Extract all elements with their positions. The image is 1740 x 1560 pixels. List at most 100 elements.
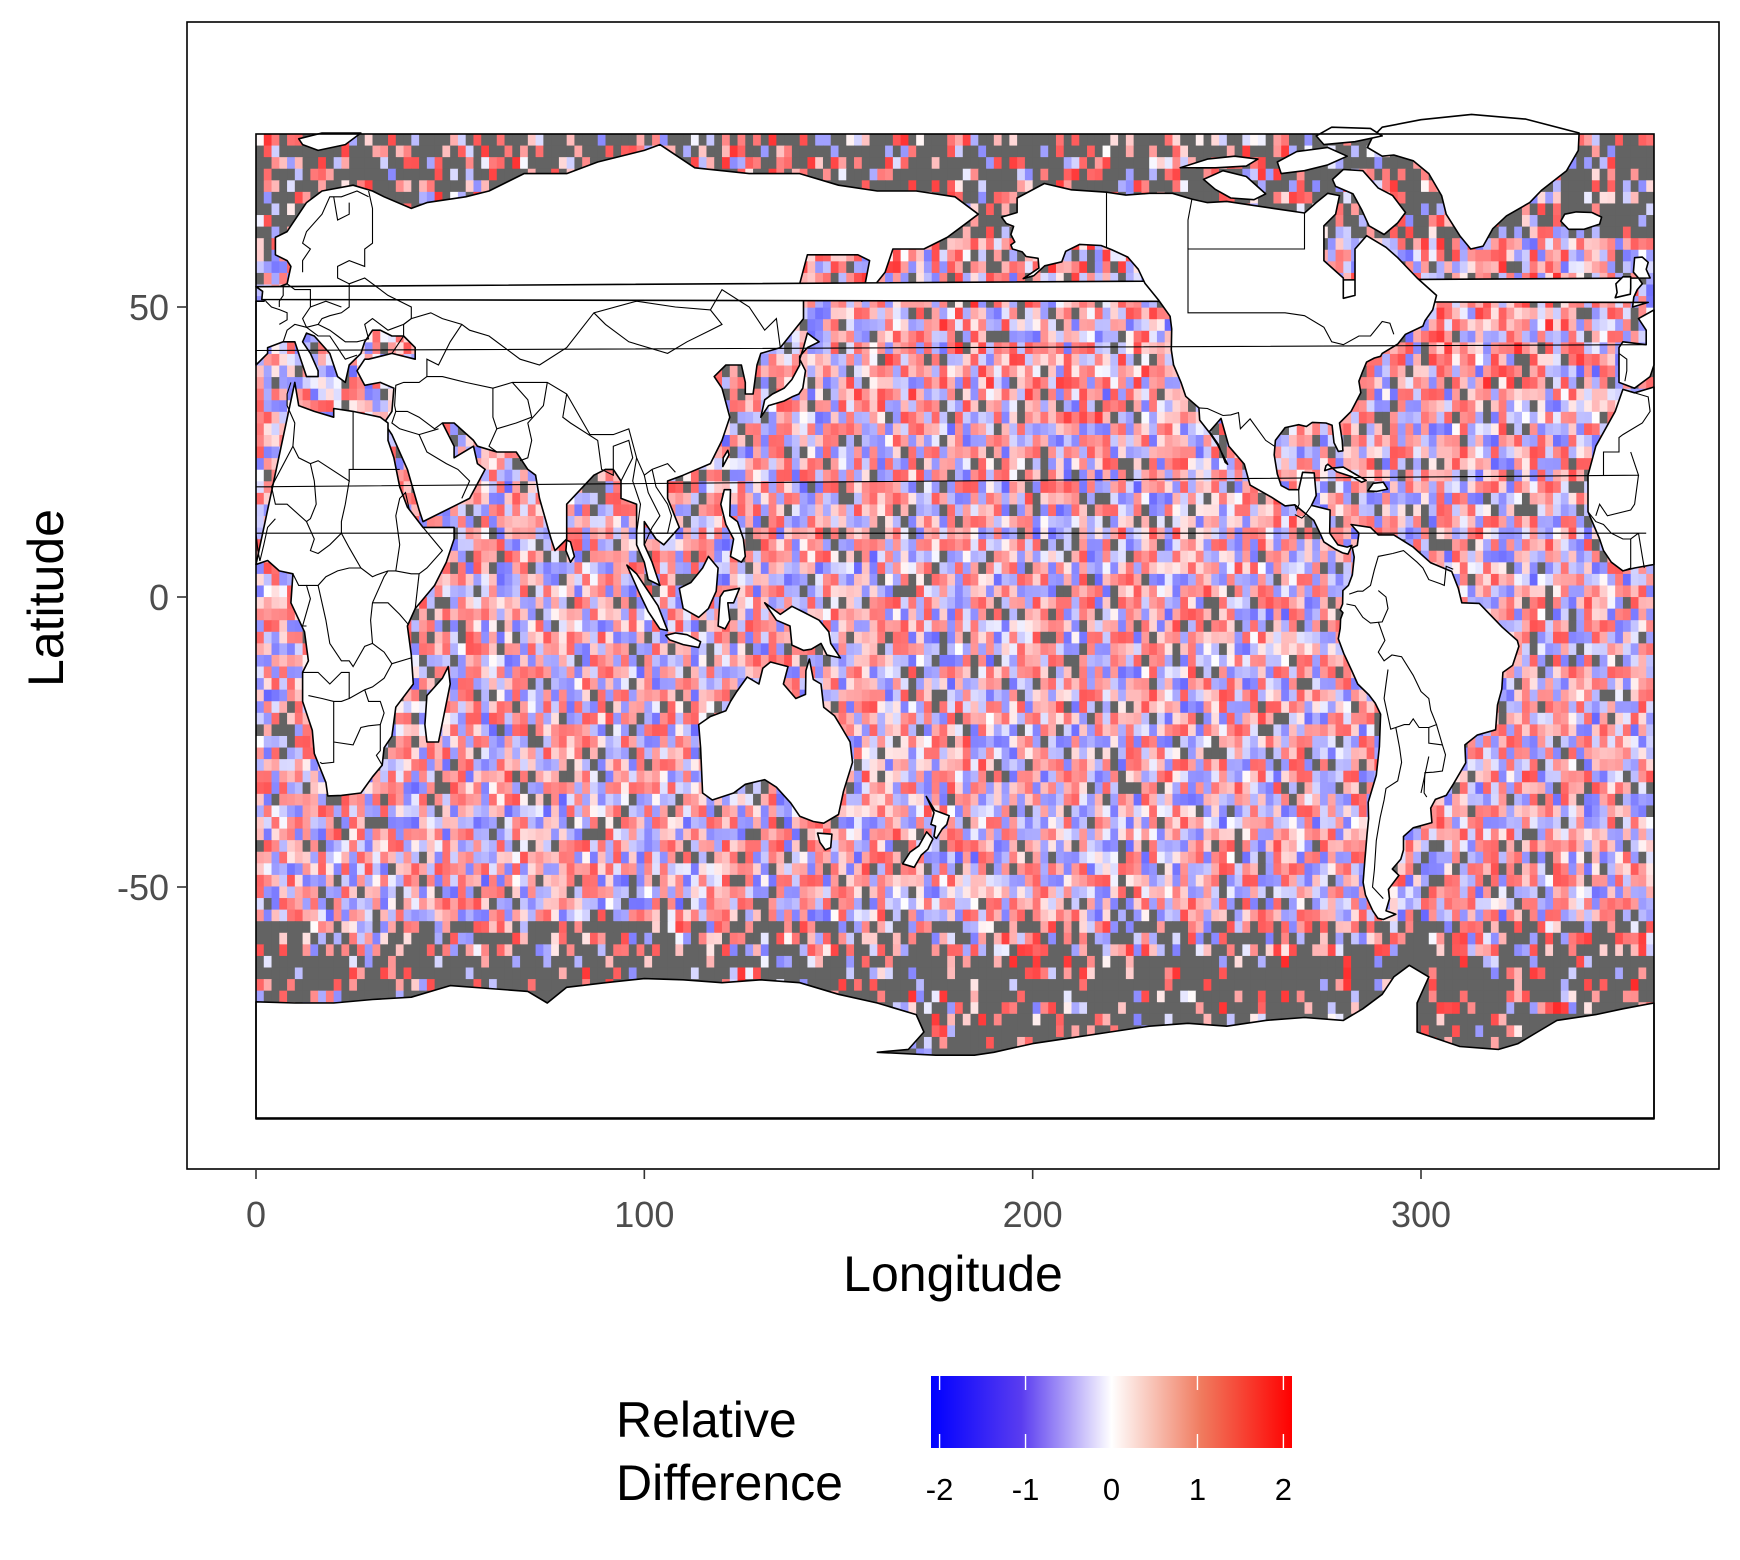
raster-cell bbox=[1195, 434, 1205, 448]
raster-cell bbox=[1615, 307, 1624, 320]
raster-cell bbox=[1568, 330, 1577, 343]
raster-cell bbox=[1599, 342, 1608, 355]
raster-cell bbox=[846, 365, 855, 378]
raster-cell bbox=[885, 446, 894, 459]
raster-cell bbox=[1553, 330, 1562, 343]
raster-cell bbox=[799, 272, 809, 286]
raster-cell bbox=[1032, 168, 1042, 181]
raster-cell bbox=[1529, 423, 1539, 436]
raster-cell bbox=[1102, 411, 1111, 425]
raster-cell bbox=[1576, 145, 1585, 158]
raster-cell bbox=[1040, 353, 1049, 367]
raster-cell bbox=[1421, 319, 1430, 332]
raster-cell bbox=[465, 180, 475, 193]
raster-cell bbox=[388, 434, 397, 448]
raster-cell bbox=[931, 272, 941, 286]
raster-cell bbox=[1118, 157, 1127, 170]
raster-cell bbox=[426, 180, 436, 193]
raster-cell bbox=[263, 180, 273, 193]
raster-cell bbox=[993, 330, 1003, 343]
raster-cell bbox=[1110, 157, 1119, 170]
raster-cell bbox=[1156, 400, 1166, 413]
raster-cell bbox=[1032, 423, 1042, 436]
raster-cell bbox=[1079, 434, 1088, 448]
raster-cell bbox=[380, 411, 389, 425]
raster-cell bbox=[1110, 145, 1119, 158]
raster-cell bbox=[923, 272, 933, 286]
raster-cell bbox=[1102, 365, 1111, 378]
raster-cell bbox=[1537, 215, 1546, 228]
raster-cell bbox=[1475, 342, 1484, 355]
raster-cell bbox=[1576, 238, 1585, 251]
raster-cell bbox=[1172, 411, 1181, 425]
raster-cell bbox=[978, 272, 987, 286]
raster-cell bbox=[1428, 191, 1438, 205]
raster-cell bbox=[838, 168, 847, 181]
raster-cell bbox=[1584, 238, 1593, 251]
raster-cell bbox=[325, 388, 335, 401]
raster-cell bbox=[1055, 330, 1065, 343]
raster-cell bbox=[1110, 261, 1119, 274]
raster-cell bbox=[263, 168, 273, 181]
raster-cell bbox=[1444, 365, 1453, 378]
raster-cell bbox=[1351, 215, 1360, 228]
raster-cell bbox=[465, 434, 475, 448]
raster-cell bbox=[1024, 342, 1034, 355]
raster-cell bbox=[1646, 157, 1654, 170]
raster-cell bbox=[885, 261, 894, 274]
raster-cell bbox=[947, 342, 956, 355]
raster-cell bbox=[1001, 400, 1010, 413]
raster-cell bbox=[1545, 226, 1554, 239]
raster-cell bbox=[760, 411, 770, 425]
raster-cell bbox=[1079, 272, 1088, 286]
raster-cell bbox=[504, 168, 513, 181]
raster-cell bbox=[1032, 319, 1042, 332]
raster-cell bbox=[496, 168, 506, 181]
raster-cell bbox=[1428, 400, 1438, 413]
raster-cell bbox=[1459, 411, 1469, 425]
raster-cell bbox=[1164, 423, 1174, 436]
raster-cell bbox=[1343, 261, 1352, 274]
raster-cell bbox=[263, 191, 273, 205]
raster-cell bbox=[1257, 180, 1267, 193]
raster-cell bbox=[1389, 238, 1399, 251]
raster-cell bbox=[1133, 388, 1142, 401]
raster-cell bbox=[807, 157, 816, 170]
raster-cell bbox=[395, 157, 405, 170]
raster-cell bbox=[1514, 261, 1523, 274]
raster-cell bbox=[1063, 157, 1073, 170]
raster-cell bbox=[861, 157, 871, 170]
raster-cell bbox=[1048, 423, 1057, 436]
raster-cell bbox=[916, 272, 925, 286]
raster-cell bbox=[380, 157, 389, 170]
raster-cell bbox=[388, 145, 397, 158]
raster-cell bbox=[939, 342, 948, 355]
raster-cell bbox=[962, 157, 972, 170]
raster-cell bbox=[1537, 226, 1546, 239]
raster-cell bbox=[753, 434, 762, 448]
raster-cell bbox=[1110, 319, 1119, 332]
raster-cell bbox=[1149, 353, 1158, 367]
raster-cell bbox=[939, 423, 948, 436]
raster-cell bbox=[1133, 446, 1142, 459]
raster-cell bbox=[729, 377, 739, 390]
raster-cell bbox=[1506, 319, 1515, 332]
raster-cell bbox=[1467, 411, 1476, 425]
raster-cell bbox=[807, 353, 816, 367]
raster-cell bbox=[1102, 353, 1111, 367]
raster-cell bbox=[955, 330, 964, 343]
raster-cell bbox=[1094, 342, 1104, 355]
raster-cell bbox=[955, 238, 964, 251]
raster-cell bbox=[1599, 261, 1608, 274]
raster-cell bbox=[1537, 238, 1546, 251]
raster-cell bbox=[815, 353, 824, 367]
raster-cell bbox=[822, 330, 832, 343]
raster-cell bbox=[776, 411, 785, 425]
raster-cell bbox=[279, 180, 288, 193]
raster-cell bbox=[621, 145, 630, 158]
raster-cell bbox=[310, 180, 319, 193]
raster-cell bbox=[1568, 319, 1577, 332]
raster-cell bbox=[1452, 330, 1461, 343]
raster-cell bbox=[1017, 330, 1026, 343]
raster-cell bbox=[1320, 423, 1329, 436]
